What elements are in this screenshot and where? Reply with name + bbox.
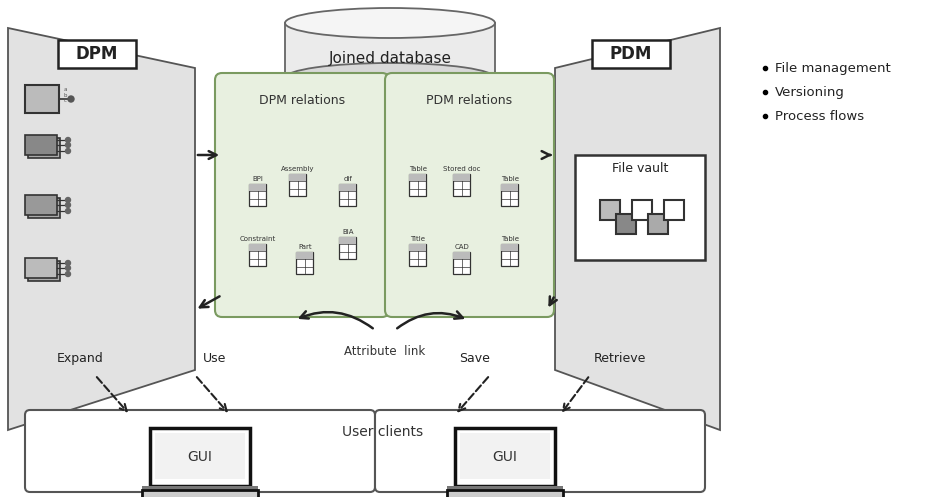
Text: BPI: BPI [253,176,263,182]
Text: Expand: Expand [56,352,103,365]
Bar [25,195,57,215]
Bar [249,244,266,266]
Text: Constraint: Constraint [240,236,276,242]
Bar [409,244,426,251]
Bar [446,490,563,497]
Circle shape [66,265,70,270]
Bar [339,237,356,259]
Bar [631,200,651,220]
Bar [453,174,470,181]
Text: Assembly: Assembly [281,166,314,172]
Bar [289,174,306,181]
Text: DPM: DPM [76,45,118,63]
Bar [28,261,60,281]
Circle shape [66,271,70,276]
Bar [409,174,426,196]
Bar [25,258,57,278]
Circle shape [66,149,70,154]
Bar [615,214,636,234]
Bar [664,200,683,220]
Bar [599,200,620,220]
Text: File vault: File vault [611,162,667,174]
Text: Versioning: Versioning [774,85,844,98]
Circle shape [68,96,74,102]
FancyBboxPatch shape [150,428,250,486]
Text: GUI: GUI [187,450,212,464]
Text: GUI: GUI [492,450,517,464]
Bar [249,184,266,191]
Bar [154,433,244,479]
Text: Table: Table [501,236,519,242]
Bar [501,184,518,206]
Ellipse shape [285,8,494,38]
Text: Attribute  link: Attribute link [344,345,425,358]
Text: Joined database: Joined database [329,51,451,66]
Text: Retrieve: Retrieve [593,352,646,365]
Circle shape [66,209,70,214]
Text: dif: dif [344,176,352,182]
Bar [142,490,257,497]
Bar [142,486,257,490]
Bar [58,40,136,68]
Text: BIA: BIA [342,229,354,235]
Text: CAD: CAD [454,244,469,250]
Bar [501,244,518,266]
Circle shape [66,138,70,143]
Bar [296,252,314,274]
Ellipse shape [285,63,494,93]
Circle shape [66,143,70,148]
Bar [339,184,356,206]
Bar [285,23,494,78]
Bar [25,135,57,155]
Bar [28,198,60,218]
Bar [28,138,60,158]
Text: User clients: User clients [342,425,423,439]
Text: Process flows: Process flows [774,109,863,122]
FancyBboxPatch shape [455,428,554,486]
Bar [453,174,470,196]
FancyBboxPatch shape [25,410,374,492]
Bar [446,486,563,490]
Bar [501,184,518,191]
Circle shape [66,197,70,202]
Text: DPM relations: DPM relations [258,93,344,106]
Text: Title: Title [410,236,425,242]
Text: a
b
c: a b c [64,86,67,103]
Bar [249,244,266,251]
Polygon shape [8,28,195,430]
Bar [339,237,356,245]
Text: PDM relations: PDM relations [426,93,511,106]
Bar [249,184,266,206]
Bar [289,174,306,196]
Bar [501,244,518,251]
FancyBboxPatch shape [214,73,388,317]
Bar [453,252,470,259]
Circle shape [66,202,70,208]
Bar [460,433,549,479]
Circle shape [66,260,70,265]
Bar [648,214,667,234]
Polygon shape [554,28,719,430]
FancyBboxPatch shape [385,73,553,317]
Bar [409,174,426,181]
Text: Save: Save [459,352,490,365]
Bar [575,155,704,260]
Text: Table: Table [408,166,427,172]
Text: Table: Table [501,176,519,182]
Bar [409,244,426,266]
Bar [25,85,59,113]
Text: PDM: PDM [609,45,651,63]
Bar [339,184,356,191]
Text: Use: Use [203,352,227,365]
Text: Stored doc: Stored doc [443,166,480,172]
Bar [453,252,470,274]
Bar [592,40,669,68]
FancyBboxPatch shape [374,410,704,492]
Text: Part: Part [298,244,312,250]
Bar [296,252,314,259]
Text: File management: File management [774,62,890,75]
